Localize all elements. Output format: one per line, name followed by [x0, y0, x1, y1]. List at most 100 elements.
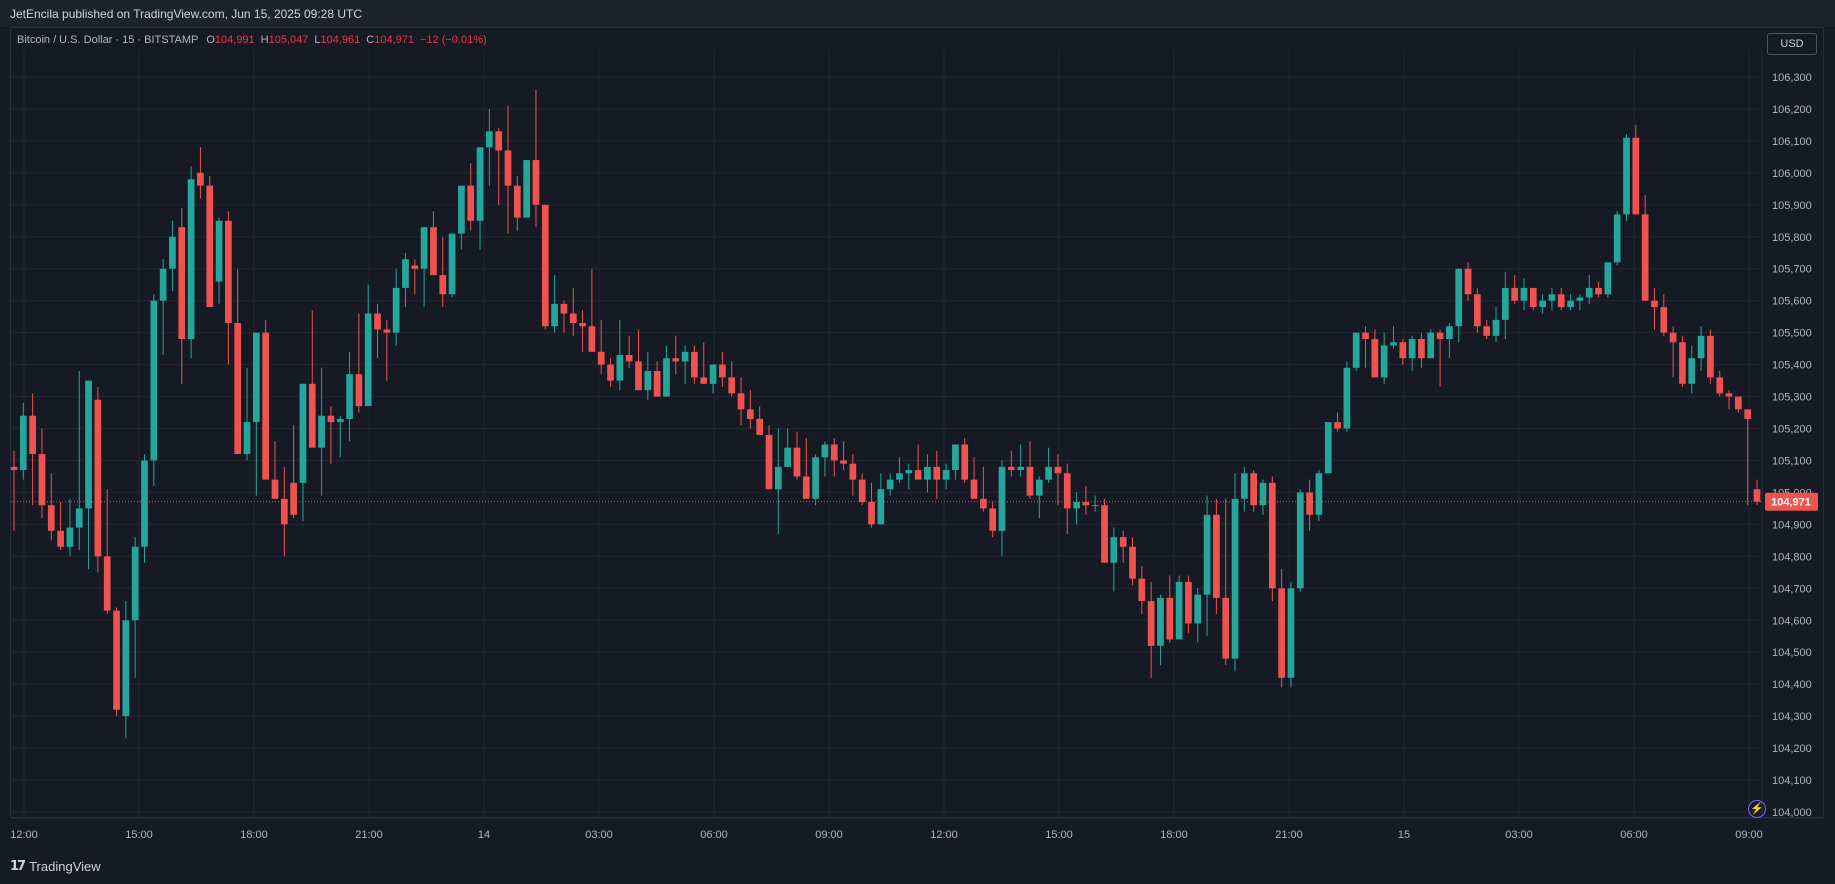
candle	[989, 502, 997, 538]
time-tick-label: 03:00	[1505, 829, 1533, 841]
candle-body	[1203, 514, 1211, 595]
candle	[1035, 476, 1043, 518]
candle	[1185, 575, 1192, 634]
candle-body	[1744, 409, 1752, 419]
candle	[346, 351, 353, 442]
candle-body	[1585, 287, 1593, 298]
candle	[1623, 134, 1630, 221]
price-tick-label: 105,900	[1772, 200, 1812, 212]
candle	[1250, 470, 1258, 512]
candle-body	[1007, 466, 1015, 471]
candle-body	[784, 447, 791, 467]
candle	[187, 166, 195, 359]
time-tick-label: 09:00	[815, 829, 843, 841]
candle-body	[346, 374, 353, 419]
candle-body	[625, 355, 633, 362]
tradingview-brand: TradingView	[29, 859, 101, 874]
candle-body	[504, 150, 512, 186]
candle	[1380, 332, 1388, 384]
candle-body	[169, 236, 176, 269]
candle-body	[896, 473, 903, 480]
candle-body	[532, 160, 540, 205]
candle-body	[327, 415, 335, 423]
candle-body	[653, 371, 661, 397]
candle	[1735, 396, 1742, 413]
candle	[551, 275, 558, 333]
candle	[1576, 294, 1584, 311]
candle-body	[1194, 594, 1202, 624]
candle	[252, 332, 260, 496]
candle-body	[1595, 287, 1602, 295]
time-tick-label: 12:00	[930, 829, 958, 841]
candle-body	[1688, 358, 1696, 384]
candle-body	[1045, 466, 1052, 480]
candle-body	[905, 470, 913, 474]
candle	[691, 345, 698, 384]
candle-body	[1679, 342, 1686, 384]
candle	[569, 287, 577, 336]
candle-body	[1716, 377, 1724, 394]
symbol-name[interactable]: Bitcoin / U.S. Dollar · 15 · BITSTAMP	[17, 34, 199, 46]
candle	[206, 176, 214, 308]
candle	[1604, 262, 1612, 298]
candle	[1595, 281, 1602, 298]
candle	[1268, 476, 1276, 602]
candle	[672, 335, 680, 375]
candle-body	[420, 227, 428, 269]
candle-body	[914, 470, 922, 480]
candle	[635, 329, 642, 391]
currency-button[interactable]: USD	[1767, 33, 1817, 55]
candle	[1315, 470, 1323, 522]
candle-body	[383, 329, 391, 333]
candle-body	[1380, 345, 1388, 378]
candle-body	[1632, 137, 1640, 215]
candle	[1222, 498, 1230, 665]
tradingview-logo[interactable]: 17 TradingView	[10, 859, 101, 874]
flash-icon[interactable]: ⚡	[1748, 800, 1766, 818]
candle-body	[1091, 505, 1099, 507]
candle	[336, 415, 344, 458]
candle-body	[1175, 581, 1183, 640]
candle-body	[252, 332, 260, 423]
candle-body	[1138, 578, 1146, 602]
candle	[840, 441, 847, 471]
candle	[1026, 441, 1034, 499]
candle-body	[1390, 342, 1397, 346]
price-tick-label: 104,400	[1772, 679, 1812, 691]
candle	[355, 313, 363, 413]
change-value: −12 (−0.01%)	[420, 34, 487, 46]
candle-body	[159, 268, 167, 301]
candle	[103, 489, 111, 614]
price-tick-label: 105,400	[1772, 360, 1812, 372]
candle-body	[1119, 537, 1127, 547]
candle	[802, 438, 810, 499]
candle	[1306, 479, 1313, 531]
candle	[495, 128, 503, 205]
candle-body	[19, 415, 27, 471]
candle	[1203, 495, 1211, 637]
candle-body	[1464, 268, 1472, 295]
candle	[700, 342, 708, 384]
candle-body	[765, 434, 773, 490]
candle-body	[1082, 502, 1090, 506]
candle-body	[840, 460, 847, 464]
candle	[933, 450, 941, 499]
price-tick-label: 105,100	[1772, 455, 1812, 467]
candle-body	[1483, 326, 1491, 336]
candle-body	[1362, 332, 1369, 340]
candle	[1716, 371, 1724, 397]
price-tick-label: 105,600	[1772, 296, 1812, 308]
candle	[280, 466, 288, 557]
candle	[197, 147, 204, 199]
candle	[1278, 569, 1285, 688]
candle-body	[299, 383, 307, 483]
candle	[1091, 495, 1099, 512]
publisher-text: JetEncila published on TradingView.com, …	[10, 7, 362, 21]
candle-body	[1343, 367, 1351, 429]
price-tick-label: 104,700	[1772, 583, 1812, 595]
high-label: H	[260, 34, 269, 46]
candle-body	[886, 479, 894, 490]
candle-body	[1641, 214, 1649, 301]
candle-body	[1399, 342, 1407, 359]
